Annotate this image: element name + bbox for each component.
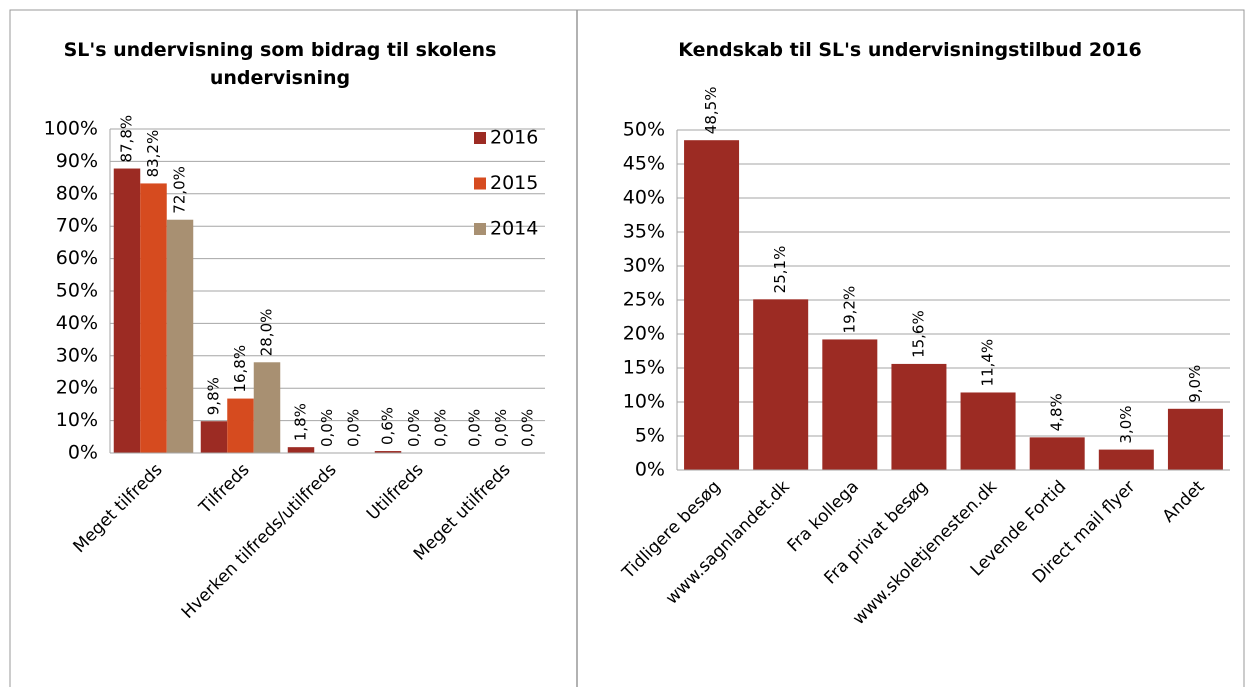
legend-label: 2014 [490,218,538,240]
data-label: 28,0% [258,309,276,357]
y-tick-label: 50% [623,119,665,141]
bar [891,363,947,470]
y-tick-label: 10% [56,409,98,431]
x-tick-label: Hverken tilfreds/utilfreds [178,460,341,623]
y-tick-label: 100% [44,118,98,140]
data-label: 83,2% [144,130,162,178]
data-label: 1,8% [292,403,310,441]
data-label: 0,0% [318,409,336,447]
bar [753,299,809,470]
y-tick-label: 50% [56,280,98,302]
bar [166,219,194,453]
data-label: 16,8% [231,345,249,393]
data-label: 0,0% [492,409,510,447]
bar [1098,449,1154,470]
data-label: 0,0% [405,409,423,447]
data-label: 11,4% [979,339,997,387]
y-tick-label: 70% [56,215,98,237]
data-label: 0,0% [432,409,450,447]
data-label: 19,2% [840,286,858,334]
frame [9,9,1245,687]
chart-title: SL's undervisning som bidrag til skolens… [63,39,497,89]
data-label: 87,8% [118,115,136,163]
data-label: 4,8% [1048,393,1066,431]
bar [822,339,878,470]
data-label: 72,0% [171,166,189,214]
bar [684,140,740,470]
y-tick-label: 35% [623,221,665,243]
y-tick-label: 10% [623,391,665,413]
y-tick-label: 20% [623,323,665,345]
y-tick-label: 90% [56,150,98,172]
x-tick-label: www.skoletjenesten.dk [849,477,1001,629]
x-tick-label: Tilfreds [195,460,254,519]
y-tick-label: 30% [623,255,665,277]
bar [1167,408,1223,470]
data-label: 0,0% [466,409,484,447]
x-tick-label: www.sagnlandet.dk [662,477,794,609]
data-label: 25,1% [771,246,789,294]
legend-swatch [474,132,486,144]
x-tick-label: Andet [1159,477,1209,527]
data-label: 0,0% [345,409,363,447]
y-tick-label: 45% [623,153,665,175]
legend-label: 2015 [490,172,538,194]
y-tick-label: 0% [68,442,98,464]
y-tick-label: 40% [623,187,665,209]
data-label: 15,6% [909,310,927,358]
data-label: 0,6% [379,407,397,445]
x-tick-label: Meget tilfreds [70,460,167,557]
y-tick-label: 0% [635,459,665,481]
data-label: 9,0% [1186,365,1204,403]
legend-swatch [474,177,486,190]
y-tick-label: 80% [56,182,98,204]
legend-swatch [474,223,486,235]
x-tick-label: Utilfreds [363,460,428,525]
y-tick-label: 30% [56,344,98,366]
bar [287,447,315,453]
bar [140,183,167,453]
y-tick-label: 25% [623,289,665,311]
bar [253,362,281,453]
y-tick-label: 5% [635,425,665,447]
bar [960,392,1016,470]
legend-label: 2016 [490,127,538,149]
bar [374,451,402,453]
chart-title: Kendskab til SL's undervisningstilbud 20… [678,39,1142,61]
bar [1029,437,1085,470]
y-tick-label: 60% [56,247,98,269]
y-tick-label: 40% [56,312,98,334]
bar [113,168,141,453]
bar [200,421,228,453]
data-label: 0,0% [519,409,537,447]
data-label: 48,5% [702,87,720,135]
data-label: 3,0% [1117,405,1135,443]
data-label: 9,8% [205,377,223,415]
y-tick-label: 20% [56,377,98,399]
y-tick-label: 15% [623,357,665,379]
bar [227,398,254,453]
